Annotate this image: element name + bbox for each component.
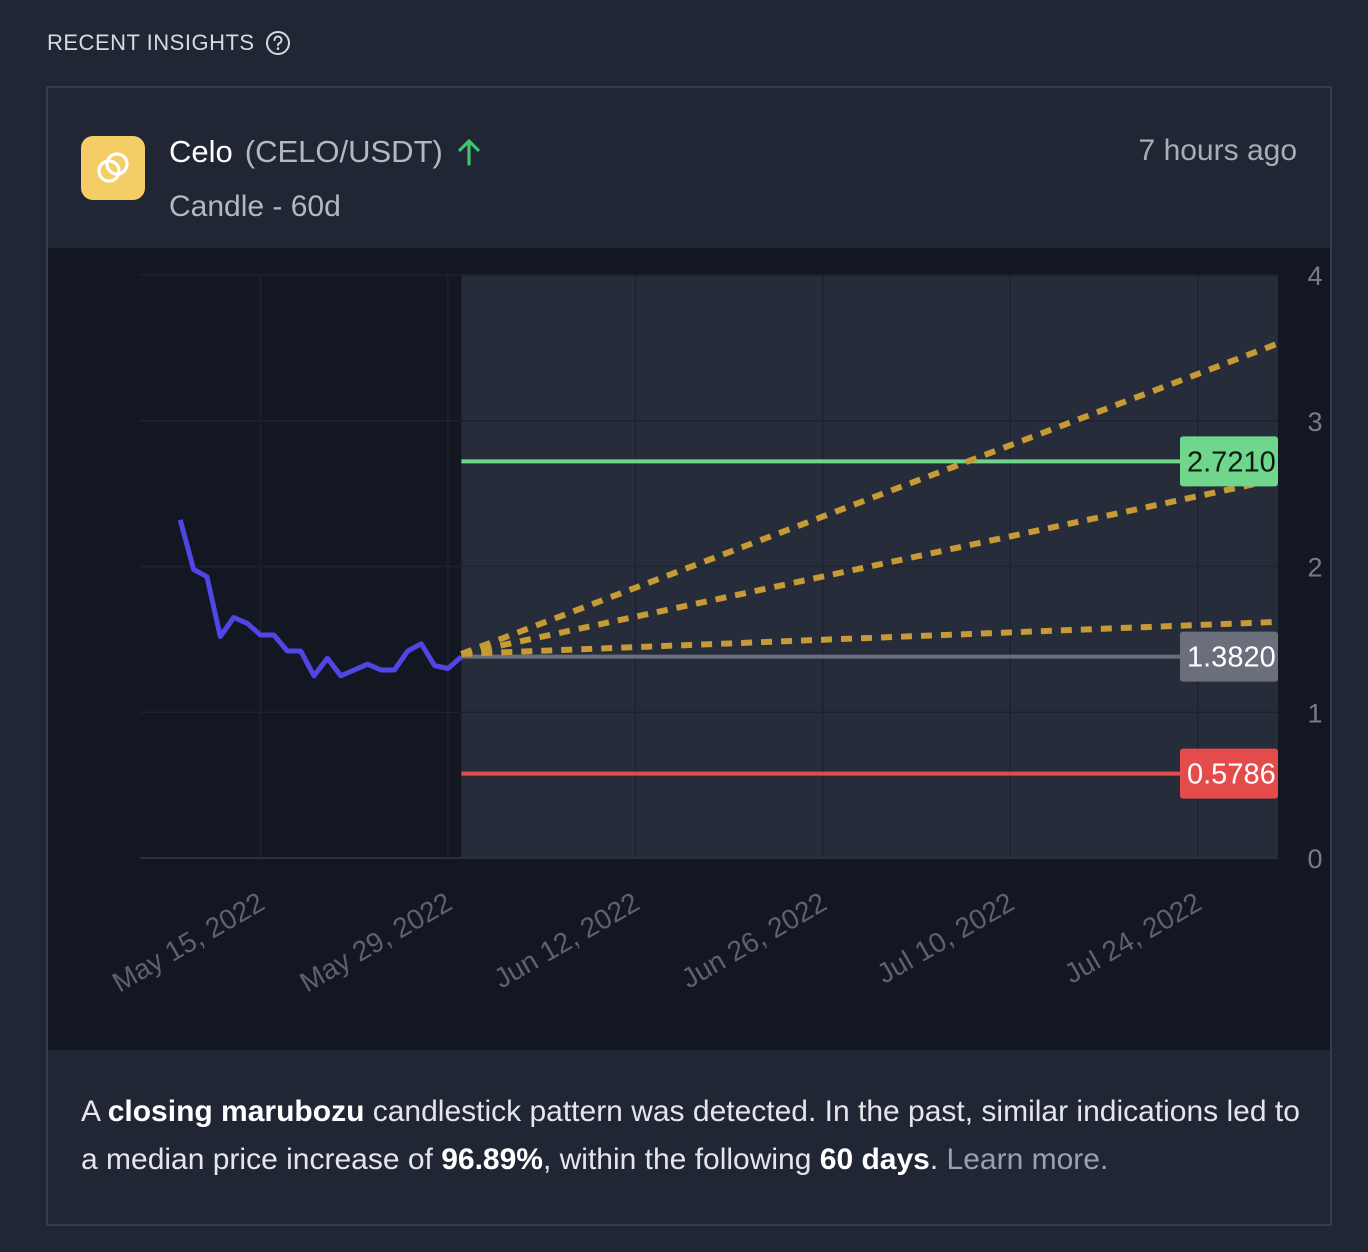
level-label: 0.5786	[1187, 759, 1276, 791]
arrow-up-icon	[455, 137, 483, 167]
level-label-bg	[1180, 436, 1278, 487]
timestamp: 7 hours ago	[1138, 134, 1297, 167]
pattern-name: closing marubozu	[107, 1095, 365, 1128]
level-label: 2.7210	[1187, 446, 1276, 478]
median-increase: 96.89%	[441, 1143, 543, 1176]
pattern-subtitle: Candle - 60d	[169, 190, 341, 223]
question-circle-icon[interactable]	[265, 30, 291, 56]
x-tick-label: Jul 24, 2022	[1059, 886, 1207, 989]
x-tick-label: May 15, 2022	[107, 886, 269, 998]
projection-line	[460, 340, 1280, 657]
insight-card[interactable]: Celo (CELO/USDT) Candle - 60d 7 hours ag…	[46, 86, 1332, 1226]
coin-name: Celo	[169, 134, 233, 169]
celo-rings-icon	[81, 136, 145, 200]
x-tick-label: May 29, 2022	[294, 886, 456, 998]
period-days: 60 days	[819, 1143, 930, 1176]
projection-line	[461, 618, 1279, 657]
section-title: RECENT INSIGHTS	[47, 30, 255, 55]
level-label: 1.3820	[1187, 642, 1276, 674]
desc-text-2: candlestick pattern was detected. In the…	[81, 1095, 1300, 1176]
desc-text-4: .	[929, 1143, 947, 1176]
y-tick-label: 0	[1307, 844, 1322, 874]
price-line	[177, 519, 463, 679]
section-header: RECENT INSIGHTS	[47, 30, 291, 56]
y-tick-label: 2	[1307, 553, 1322, 583]
coin-pair: (CELO/USDT)	[244, 134, 443, 169]
desc-text-1: A	[81, 1095, 108, 1128]
desc-text-3: , within the following	[542, 1143, 820, 1176]
y-tick-label: 4	[1307, 261, 1322, 291]
price-chart[interactable]: 2.7210 1.3820 0.5786 0 1 2 3 4 May 15, 2022 May 2…	[48, 248, 1330, 1050]
insight-description: A closing marubozu candlestick pattern w…	[81, 1088, 1311, 1184]
level-label-bg	[1180, 631, 1278, 682]
coin-title[interactable]: Celo (CELO/USDT)	[169, 134, 483, 170]
insight-header: Celo (CELO/USDT) Candle - 60d 7 hours ag…	[48, 88, 1330, 248]
y-tick-label: 3	[1307, 407, 1322, 437]
chart-svg: 2.7210 1.3820 0.5786 0 1 2 3 4 May 15, 2022 May 2…	[107, 261, 1322, 998]
x-tick-label: Jun 26, 2022	[676, 886, 832, 994]
learn-more-link[interactable]: Learn more.	[946, 1143, 1109, 1176]
level-label-bg	[1180, 748, 1278, 799]
x-tick-label: Jul 10, 2022	[872, 886, 1020, 989]
y-tick-label: 1	[1307, 698, 1322, 728]
x-tick-label: Jun 12, 2022	[489, 886, 645, 994]
